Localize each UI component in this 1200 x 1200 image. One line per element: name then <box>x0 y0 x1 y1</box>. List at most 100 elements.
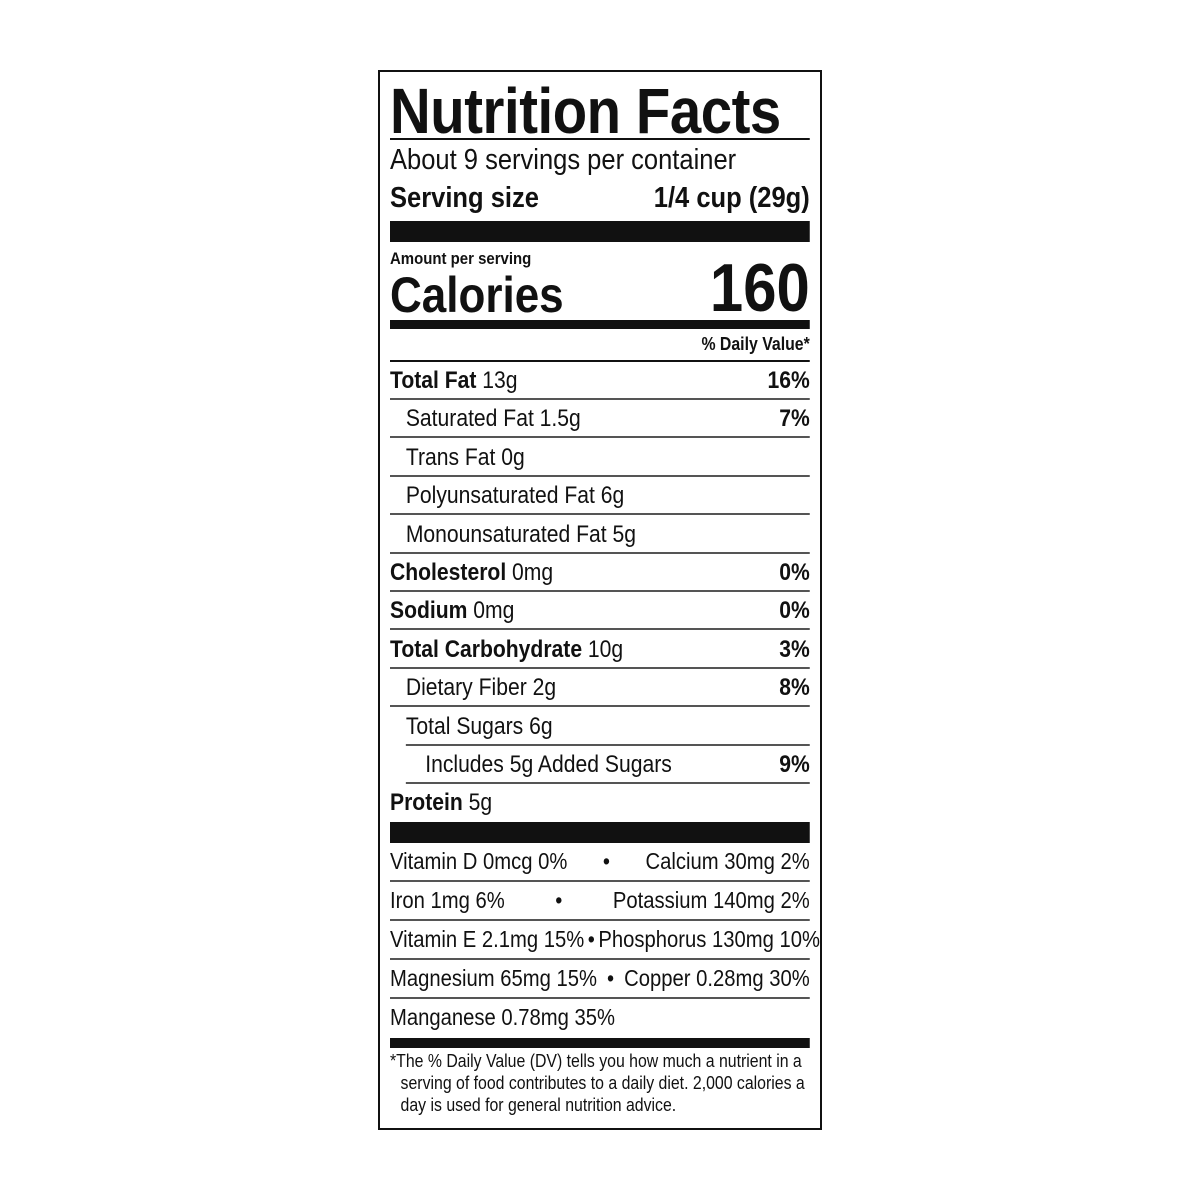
nutrient-name: Saturated Fat <box>405 405 534 433</box>
calories-label: Calories <box>390 267 564 323</box>
row-divider <box>390 997 810 999</box>
footnote: *The % Daily Value (DV) tells you how mu… <box>390 1050 810 1116</box>
nutrient-name-amount: Polyunsaturated Fat 6g <box>406 477 624 515</box>
nutrient-amount: 5g <box>468 789 493 817</box>
nutrient-amount: 1.5g <box>539 405 581 433</box>
nutrient-row: Total Fat 13g 16% <box>390 362 810 400</box>
row-divider <box>390 705 810 708</box>
bullet-separator: • <box>555 887 563 913</box>
nutrient-row: Includes 5g Added Sugars 9% <box>390 746 810 784</box>
row-divider <box>405 782 810 784</box>
nutrient-row: Trans Fat 0g <box>390 439 810 477</box>
nutrient-name-amount: Monounsaturated Fat 5g <box>406 516 636 554</box>
nutrient-daily-value: 8% <box>779 674 810 702</box>
bullet-separator: • <box>607 965 615 991</box>
nutrient-row: Total Carbohydrate 10g 3% <box>390 631 810 669</box>
nutrient-name-amount: Includes 5g Added Sugars <box>425 746 672 784</box>
vitamin-left: Vitamin D 0mcg 0% <box>390 848 568 874</box>
vitamin-row: Magnesium 65mg 15% • Copper 0.28mg 30% <box>390 960 810 999</box>
bullet-separator-slot: • <box>584 921 598 960</box>
bullet-separator-slot: • <box>567 843 645 882</box>
serving-size-row: Serving size 1/4 cup (29g) <box>390 181 810 215</box>
nutrient-row: Saturated Fat 1.5g 7% <box>390 400 810 439</box>
servings-per-container: About 9 servings per container <box>390 144 737 176</box>
nutrient-daily-value: 0% <box>779 597 810 625</box>
nutrient-daily-value: 7% <box>779 405 810 433</box>
row-divider <box>390 513 810 516</box>
nutrient-row: Dietary Fiber 2g 8% <box>390 669 810 708</box>
nutrient-daily-value: 16% <box>767 367 810 394</box>
nutrient-amount: 0mg <box>512 559 554 586</box>
vitamin-row: Iron 1mg 6% • Potassium 140mg 2% <box>390 882 810 921</box>
nutrient-amount: 10g <box>587 635 624 663</box>
bullet-separator: • <box>602 848 610 874</box>
row-divider <box>390 474 810 477</box>
nutrient-amount: 2g <box>532 674 557 702</box>
row-divider <box>390 919 810 921</box>
nutrient-amount: 6g <box>529 712 553 740</box>
vitamin-row: Manganese 0.78mg 35% <box>390 999 810 1038</box>
nutrient-amount: 6g <box>600 482 625 510</box>
nutrient-daily-value: 3% <box>779 635 810 663</box>
footnote-text: *The % Daily Value (DV) tells you how mu… <box>390 1051 805 1115</box>
row-divider <box>390 590 810 592</box>
serving-size-label: Serving size <box>390 182 539 214</box>
nutrient-name-amount: Total Carbohydrate 10g <box>390 631 623 669</box>
nutrient-daily-value: 0% <box>779 559 810 586</box>
nutrient-name: Trans Fat <box>405 443 496 471</box>
bullet-separator: • <box>587 926 595 952</box>
nutrient-amount: 0g <box>501 443 525 471</box>
nutrient-name: Total Carbohydrate <box>390 635 583 663</box>
nutrient-amount: 0mg <box>473 597 515 625</box>
nutrient-name-amount: Total Sugars 6g <box>406 708 553 746</box>
nutrition-label: Nutrition Facts About 9 servings per con… <box>390 0 820 1200</box>
vitamin-row: Vitamin E 2.1mg 15% • Phosphorus 130mg 10% <box>390 921 820 960</box>
nutrient-name-amount: Dietary Fiber 2g <box>406 669 556 707</box>
nutrient-name: Monounsaturated Fat <box>405 520 607 548</box>
nutrient-name: Includes 5g Added Sugars <box>425 751 672 778</box>
row-divider <box>390 958 810 960</box>
row-divider <box>390 436 810 439</box>
nutrient-name: Polyunsaturated Fat <box>405 482 595 510</box>
nutrient-daily-value: 9% <box>779 751 810 778</box>
vitamin-left: Vitamin E 2.1mg 15% <box>390 926 585 952</box>
nutrient-name: Protein <box>390 789 463 817</box>
vitamin-left: Iron 1mg 6% <box>390 887 505 913</box>
nutrient-name-amount: Protein 5g <box>390 784 492 822</box>
divider-thick <box>390 822 810 843</box>
nutrient-name: Total Fat <box>390 367 477 394</box>
nutrient-amount: 13g <box>482 367 518 394</box>
row-divider <box>390 666 810 669</box>
vitamin-left: Magnesium 65mg 15% <box>390 965 598 991</box>
nutrient-row: Monounsaturated Fat 5g <box>390 516 810 554</box>
nutrient-row: Total Sugars 6g <box>390 708 810 746</box>
nutrient-name-amount: Cholesterol 0mg <box>390 554 553 592</box>
row-divider <box>390 880 810 882</box>
nutrient-name: Total Sugars <box>405 712 524 740</box>
vitamin-right: Copper 0.28mg 30% <box>624 965 810 991</box>
vitamin-row: Vitamin D 0mcg 0% • Calcium 30mg 2% <box>390 843 810 882</box>
nutrient-row: Sodium 0mg 0% <box>390 592 810 631</box>
bullet-separator-slot: • <box>597 960 624 999</box>
vitamin-right: Phosphorus 130mg 10% <box>598 926 821 952</box>
nutrient-name: Cholesterol <box>390 559 507 586</box>
nutrient-name-amount: Saturated Fat 1.5g <box>406 400 581 438</box>
nutrient-name: Dietary Fiber <box>405 674 527 702</box>
divider-medium <box>390 1038 810 1048</box>
row-divider <box>405 743 810 746</box>
amount-per-serving: Amount per serving <box>390 249 532 268</box>
bullet-separator-slot: • <box>505 882 613 921</box>
nutrient-name-amount: Total Fat 13g <box>390 362 518 400</box>
nutrient-amount: 5g <box>612 520 636 548</box>
nutrient-name-amount: Sodium 0mg <box>390 592 514 630</box>
nutrient-row: Polyunsaturated Fat 6g <box>390 477 810 516</box>
serving-size-value: 1/4 cup (29g) <box>653 182 810 214</box>
vitamin-right: Calcium 30mg 2% <box>645 848 810 874</box>
divider-thin <box>390 138 810 140</box>
calories-value: 160 <box>709 250 810 326</box>
divider-thick <box>390 221 810 242</box>
label-title: Nutrition Facts <box>390 75 781 147</box>
divider-thin <box>390 360 810 362</box>
nutrition-label-box <box>378 70 822 1130</box>
nutrient-row: Protein 5g <box>390 784 810 822</box>
